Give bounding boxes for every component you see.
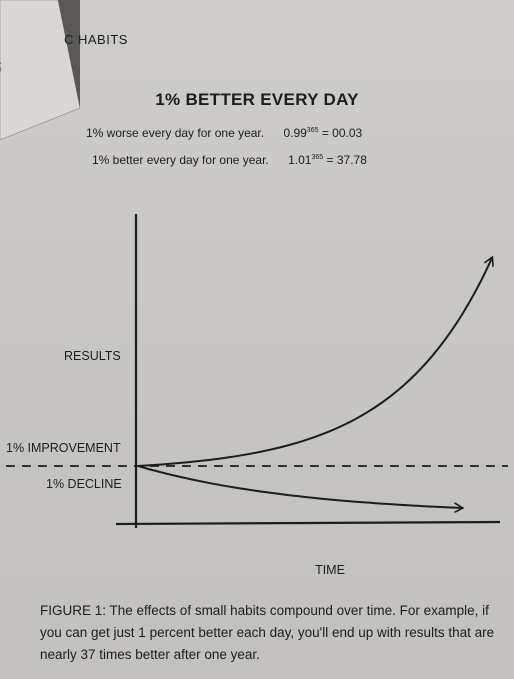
y-axis-label: RESULTS xyxy=(64,349,121,363)
equation-base: 1.01 xyxy=(288,153,312,167)
equation-label: 1% worse every day for one year. xyxy=(86,126,265,140)
equation-label: 1% better every day for one year. xyxy=(92,153,269,167)
series-label-improvement: 1% IMPROVEMENT xyxy=(6,441,121,455)
equation-result: = 37.78 xyxy=(326,153,367,167)
series-line-improvement xyxy=(137,258,492,467)
series-line-decline xyxy=(137,465,462,508)
equation-base: 0.99 xyxy=(283,126,307,140)
equation-exponent: 365 xyxy=(311,154,324,161)
series-label-decline: 1% DECLINE xyxy=(46,477,122,491)
equation-better: 1% better every day for one year. 1.0136… xyxy=(92,153,367,167)
running-head: C HABITS xyxy=(64,32,128,47)
figure-caption: FIGURE 1: The effects of small habits co… xyxy=(40,603,495,662)
equation-exponent: 365 xyxy=(306,127,319,134)
page-number: 15 xyxy=(0,60,2,73)
folded-page-corner xyxy=(0,0,80,140)
compound-growth-chart: RESULTS TIME 1% IMPROVEMENT 1% DECLINE xyxy=(6,214,508,577)
equation-worse: 1% worse every day for one year. 0.99365… xyxy=(86,126,362,140)
figure-title: 1% BETTER EVERY DAY xyxy=(155,90,359,109)
x-axis xyxy=(115,520,501,526)
equation-result: = 00.03 xyxy=(321,126,363,140)
x-axis-label: TIME xyxy=(315,563,345,577)
